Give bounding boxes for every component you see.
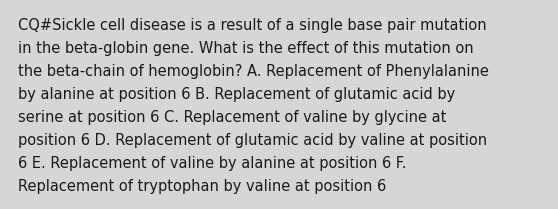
Text: by alanine at position 6 B. Replacement of glutamic acid by: by alanine at position 6 B. Replacement …	[18, 87, 455, 102]
Text: serine at position 6 C. Replacement of valine by glycine at: serine at position 6 C. Replacement of v…	[18, 110, 446, 125]
Text: Replacement of tryptophan by valine at position 6: Replacement of tryptophan by valine at p…	[18, 179, 386, 194]
Text: position 6 D. Replacement of glutamic acid by valine at position: position 6 D. Replacement of glutamic ac…	[18, 133, 487, 148]
Text: 6 E. Replacement of valine by alanine at position 6 F.: 6 E. Replacement of valine by alanine at…	[18, 156, 406, 171]
Text: the beta-chain of hemoglobin? A. Replacement of Phenylalanine: the beta-chain of hemoglobin? A. Replace…	[18, 64, 489, 79]
Text: CQ#Sickle cell disease is a result of a single base pair mutation: CQ#Sickle cell disease is a result of a …	[18, 18, 487, 33]
Text: in the beta-globin gene. What is the effect of this mutation on: in the beta-globin gene. What is the eff…	[18, 41, 474, 56]
